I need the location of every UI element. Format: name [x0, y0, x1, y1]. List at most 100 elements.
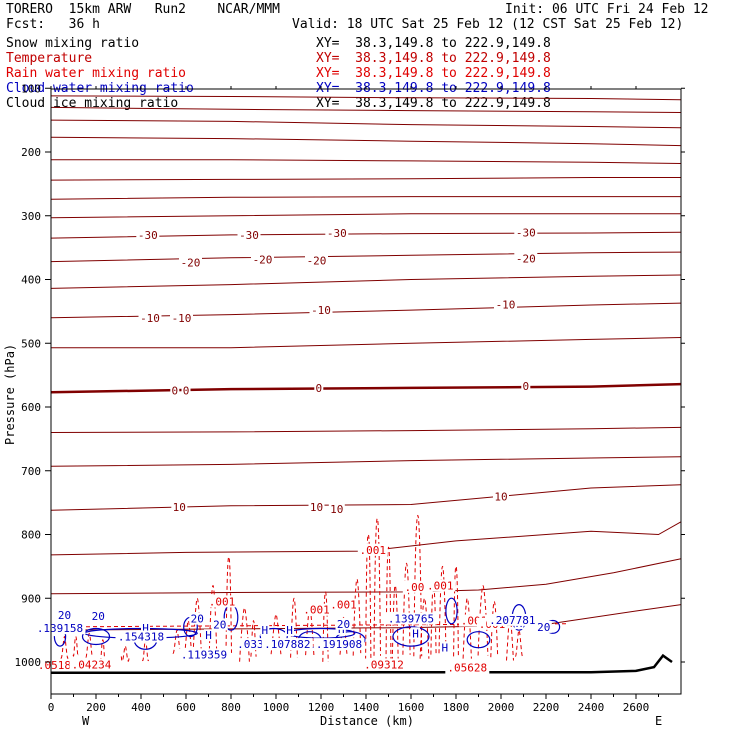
temperature-label-15-bg — [521, 380, 531, 392]
temperature-label-14: 0 — [315, 382, 322, 395]
rain-contour-3 — [99, 639, 106, 662]
temperature-label-4-bg — [179, 256, 202, 269]
x-tick-label-2: 400 — [131, 701, 151, 714]
temperature-contour-10 — [50, 274, 682, 289]
rain-contour-29 — [462, 597, 472, 659]
cloud-water-label-15-bg — [486, 613, 538, 626]
temperature-label-17: 10 — [310, 501, 323, 514]
rain-label-0: .001 — [209, 595, 236, 608]
rain-contour-7 — [184, 620, 193, 655]
field-name-temperature: Temperature — [6, 51, 93, 66]
temperature-label-15: 0 — [522, 380, 529, 393]
x-end-left: W — [82, 714, 90, 728]
temperature-contour-18 — [50, 558, 682, 595]
cloud-water-label-1-bg — [34, 622, 86, 635]
rain-contour-1 — [72, 635, 79, 657]
x-tick-label-12: 2400 — [578, 701, 605, 714]
cloud-water-contour-10 — [466, 631, 491, 649]
temperature-label-8: -10 — [140, 312, 160, 325]
temperature-contour-14 — [50, 426, 682, 433]
rain-contour-27 — [438, 565, 447, 654]
rain-label-1: .001 — [303, 604, 330, 617]
rain-label-3: .001 — [360, 544, 387, 557]
cloud-water-contour-8 — [392, 626, 430, 647]
rain-contour-33 — [515, 629, 523, 657]
model-title: TORERO 15km ARW Run2 NCAR/MMM — [6, 2, 280, 17]
x-tick-label-9: 1800 — [443, 701, 470, 714]
field-name-snow: Snow mixing ratio — [6, 36, 140, 51]
rain-contour-20 — [373, 518, 381, 656]
y-tick-label-5: 600 — [21, 401, 41, 414]
rain-label-2-bg — [328, 598, 359, 611]
y-tick-label-4: 500 — [21, 337, 41, 350]
temperature-label-9: -10 — [172, 312, 192, 325]
rain-label-1-bg — [301, 603, 332, 616]
cloud-water-label-20: 20 — [213, 618, 226, 631]
rain-contour-18 — [352, 578, 362, 656]
rain-contour-2 — [85, 632, 94, 658]
temperature-contour-3 — [50, 136, 682, 147]
rain-label-11-bg — [425, 579, 456, 592]
rain-contour-24 — [413, 514, 423, 657]
cloud-water-label-15: .207781 — [489, 614, 535, 627]
x-tick-label-6: 1200 — [308, 701, 335, 714]
temperature-label-5: -20 — [253, 254, 273, 267]
cloud-water-label-21-bg — [335, 617, 352, 630]
cloud-water-label-2: H — [142, 622, 149, 635]
cloud-water-label-13-bg — [385, 612, 437, 625]
cloud-water-label-4-bg — [204, 629, 213, 642]
terrain-layer — [51, 653, 673, 675]
cloud-water-label-19: 20 — [191, 613, 204, 626]
cloud-water-label-18-bg — [90, 610, 107, 623]
temperature-label-8-bg — [138, 311, 162, 324]
y-tick-label-1: 200 — [21, 146, 41, 159]
temperature-contour-7 — [50, 213, 681, 219]
rain-label-4: .001 — [405, 581, 432, 594]
temperature-contour-1 — [50, 106, 682, 113]
cloud-water-label-8-bg — [285, 624, 294, 637]
y-tick-label-6: 700 — [21, 465, 41, 478]
y-tick-label-9: 1000 — [15, 656, 42, 669]
temperature-label-19-bg — [493, 490, 509, 503]
cloud-water-label-20-bg — [211, 618, 228, 631]
rain-contour-14 — [290, 597, 298, 658]
temperature-label-3-bg — [514, 226, 538, 239]
cloud-water-label-16: H — [441, 641, 448, 654]
temperature-label-18-bg — [328, 503, 345, 515]
forecast-hour: Fcst: 36 h — [6, 17, 100, 32]
temperature-contour-16 — [50, 484, 682, 511]
cloud-water-label-6-bg — [260, 624, 270, 637]
cloud-water-label-3: .154318 — [118, 631, 164, 644]
rain-contour-25 — [419, 597, 430, 659]
rain-contour-31 — [490, 600, 499, 658]
temperature-label-17-bg — [308, 501, 325, 514]
x-tick-label-5: 1000 — [263, 701, 290, 714]
temperature-label-19: 10 — [494, 490, 507, 503]
valid-time: Valid: 18 UTC Sat 25 Feb 12 (12 CST Sat … — [292, 17, 684, 32]
temperature-label-0: -30 — [138, 229, 158, 242]
x-axis-label: Distance (km) — [320, 714, 414, 728]
contour-labels: -30 -30 -30 -30-20 -20 -20 -20-10 -10-10 -100 0 0 0… — [34, 226, 552, 675]
cloud-water-label-13: .139765 — [388, 613, 434, 626]
temperature-label-13-bg — [181, 384, 191, 397]
field-xy-temperature: XY= 38.3,149.8 to 222.9,149.8 — [316, 51, 551, 66]
temperature-contours — [50, 95, 682, 631]
cloud-water-label-11: .191908 — [316, 638, 362, 651]
temperature-label-12-bg — [170, 384, 180, 397]
cloud-water-contour-1 — [81, 627, 111, 646]
temperature-label-16: 10 — [173, 501, 186, 514]
cloud-water-label-1: .139158 — [37, 622, 83, 635]
x-tick-label-4: 800 — [221, 701, 241, 714]
rain-label-3-bg — [357, 543, 388, 556]
x-end-right: E — [655, 714, 662, 728]
x-tick-label-10: 2000 — [488, 701, 515, 714]
rain-contour-8 — [192, 597, 202, 654]
temperature-contour-0 — [50, 95, 682, 101]
rain-label-8-bg — [69, 658, 114, 671]
temperature-label-9-bg — [170, 311, 193, 324]
x-tick-label-8: 1600 — [398, 701, 425, 714]
temperature-label-2-bg — [325, 227, 349, 239]
cloud-water-label-12-bg — [411, 627, 420, 640]
rain-label-10-bg — [445, 661, 490, 674]
